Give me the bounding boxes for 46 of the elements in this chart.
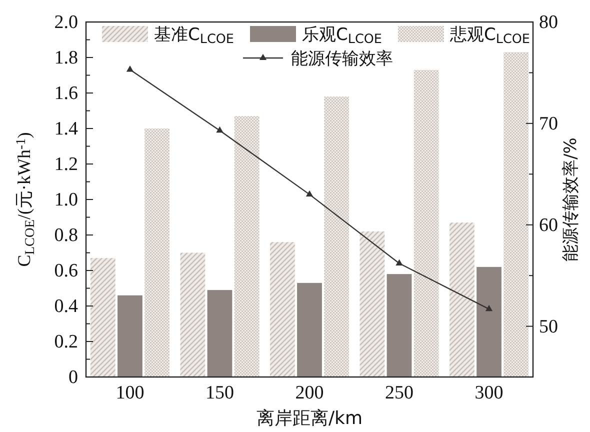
legend-label: 能源传输效率	[291, 49, 393, 69]
y2-tick-label: 70	[539, 114, 558, 135]
y2-tick-label: 80	[539, 12, 558, 34]
x-tick-label: 150	[205, 382, 234, 404]
x-tick-label: 250	[385, 382, 414, 404]
bar	[180, 252, 206, 377]
y-tick-label: 1.2	[54, 154, 78, 176]
y-tick-label: 1.0	[54, 190, 78, 211]
bar	[270, 242, 295, 377]
y2-axis-title: 能源传输效率/%	[561, 138, 581, 262]
point	[396, 259, 403, 266]
bar	[504, 52, 529, 377]
point	[126, 66, 134, 72]
y-tick-label: 0.6	[54, 260, 78, 282]
x-axis-title: 离岸距离/km	[256, 408, 363, 429]
bar	[414, 70, 439, 377]
bar	[144, 128, 170, 377]
legend-label: 乐观C$_{LCOE}$	[302, 25, 382, 48]
x-tick-label: 300	[474, 382, 504, 404]
point	[485, 304, 493, 312]
y-tick-label: 1.8	[54, 48, 78, 69]
bar	[360, 231, 385, 377]
legend-label: 悲观C$_{LCOE}$	[449, 25, 530, 48]
bar	[118, 295, 142, 377]
x-tick-label: 200	[295, 382, 324, 404]
y-tick-label: 0.8	[54, 225, 78, 246]
legend-label: 基准C$_{LCOE}$	[154, 25, 234, 48]
y-tick-label: 1.6	[54, 83, 78, 104]
y-tick-label: 1.4	[54, 118, 78, 140]
y-tick-label: 0.4	[54, 296, 78, 318]
bar	[476, 266, 502, 377]
point	[306, 190, 314, 196]
y2-tick-label: 50	[539, 316, 558, 338]
bar	[234, 116, 260, 377]
bar	[386, 274, 412, 377]
point	[216, 126, 224, 133]
y-tick-label: 0.2	[54, 332, 78, 353]
bar	[297, 282, 322, 377]
bar	[324, 96, 349, 377]
bar	[450, 222, 474, 377]
bar	[207, 290, 232, 377]
y-tick-label: 0	[68, 367, 78, 388]
x-tick-label: 100	[116, 382, 144, 404]
bar	[90, 258, 116, 377]
y-tick-label: 2.0	[54, 12, 78, 34]
y2-tick-label: 60	[539, 214, 558, 236]
